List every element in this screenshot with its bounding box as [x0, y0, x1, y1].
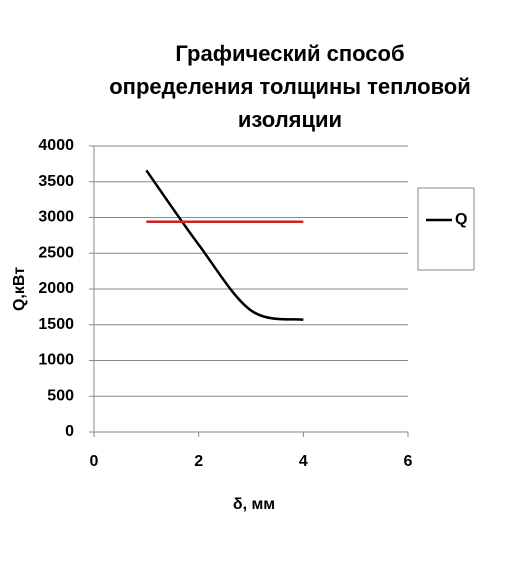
- y-tick-label: 4000: [38, 137, 74, 154]
- y-axis-label: Q,кВт: [11, 267, 28, 311]
- y-tick-label: 3500: [38, 173, 74, 190]
- x-tick-label: 6: [404, 453, 413, 470]
- series-line: [145, 169, 304, 321]
- y-tick-label: 1500: [38, 316, 74, 333]
- y-tick-label: 3000: [38, 209, 74, 226]
- x-tick-label: 0: [90, 453, 99, 470]
- x-axis-label: δ, мм: [233, 496, 275, 513]
- legend-box: [417, 187, 475, 271]
- y-tick-label: 2500: [38, 244, 74, 261]
- x-tick-label: 2: [194, 453, 203, 470]
- chart-title: Графический способ: [175, 41, 404, 66]
- y-tick-label: 0: [65, 423, 74, 440]
- y-tick-label: 2000: [38, 280, 74, 297]
- y-tick-label: 500: [47, 387, 74, 404]
- legend-label: Q: [455, 211, 467, 228]
- y-tick-label: 1000: [38, 352, 74, 369]
- chart-title: изоляции: [238, 107, 342, 132]
- x-tick-label: 4: [299, 453, 308, 470]
- chart-title: определения толщины тепловой: [109, 74, 471, 99]
